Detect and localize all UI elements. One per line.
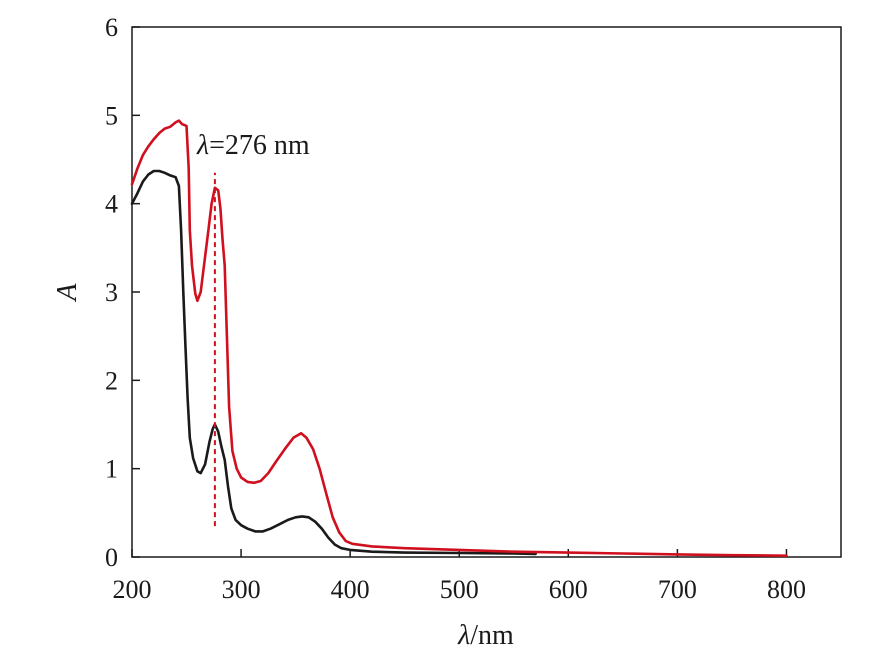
series-layer [130, 119, 788, 557]
series-line-1 [130, 169, 537, 556]
x-tick-label: 500 [440, 575, 479, 604]
annotation-var: λ [196, 130, 209, 161]
y-axis-label: A [52, 283, 83, 303]
annotation-label: λ=276 nm [196, 130, 310, 161]
x-tick-label: 300 [222, 575, 261, 604]
y-tick-label: 0 [105, 543, 118, 572]
x-tick-label: 200 [113, 575, 152, 604]
x-tick-label: 600 [549, 575, 588, 604]
x-axis-label: λ/nm [457, 620, 514, 651]
y-tick-label: 6 [105, 13, 118, 42]
y-tick-label: 1 [105, 455, 118, 484]
plot-frame [131, 26, 842, 558]
x-tick-label: 700 [658, 575, 697, 604]
y-tick-label: 2 [105, 366, 118, 395]
x-axis-ticks: 200 300 400 500 600 700 800 [113, 549, 806, 604]
y-tick-label: 3 [105, 278, 118, 307]
x-tick-label: 400 [331, 575, 370, 604]
x-tick-label: 800 [767, 575, 806, 604]
y-axis-ticks: 0 1 2 3 4 5 6 [105, 13, 140, 572]
y-tick-label: 5 [105, 101, 118, 130]
annotation-layer: λ=276 nm [196, 130, 310, 527]
y-tick-label: 4 [105, 190, 118, 219]
annotation-value: =276 nm [209, 130, 310, 161]
series-line-2 [130, 119, 788, 557]
